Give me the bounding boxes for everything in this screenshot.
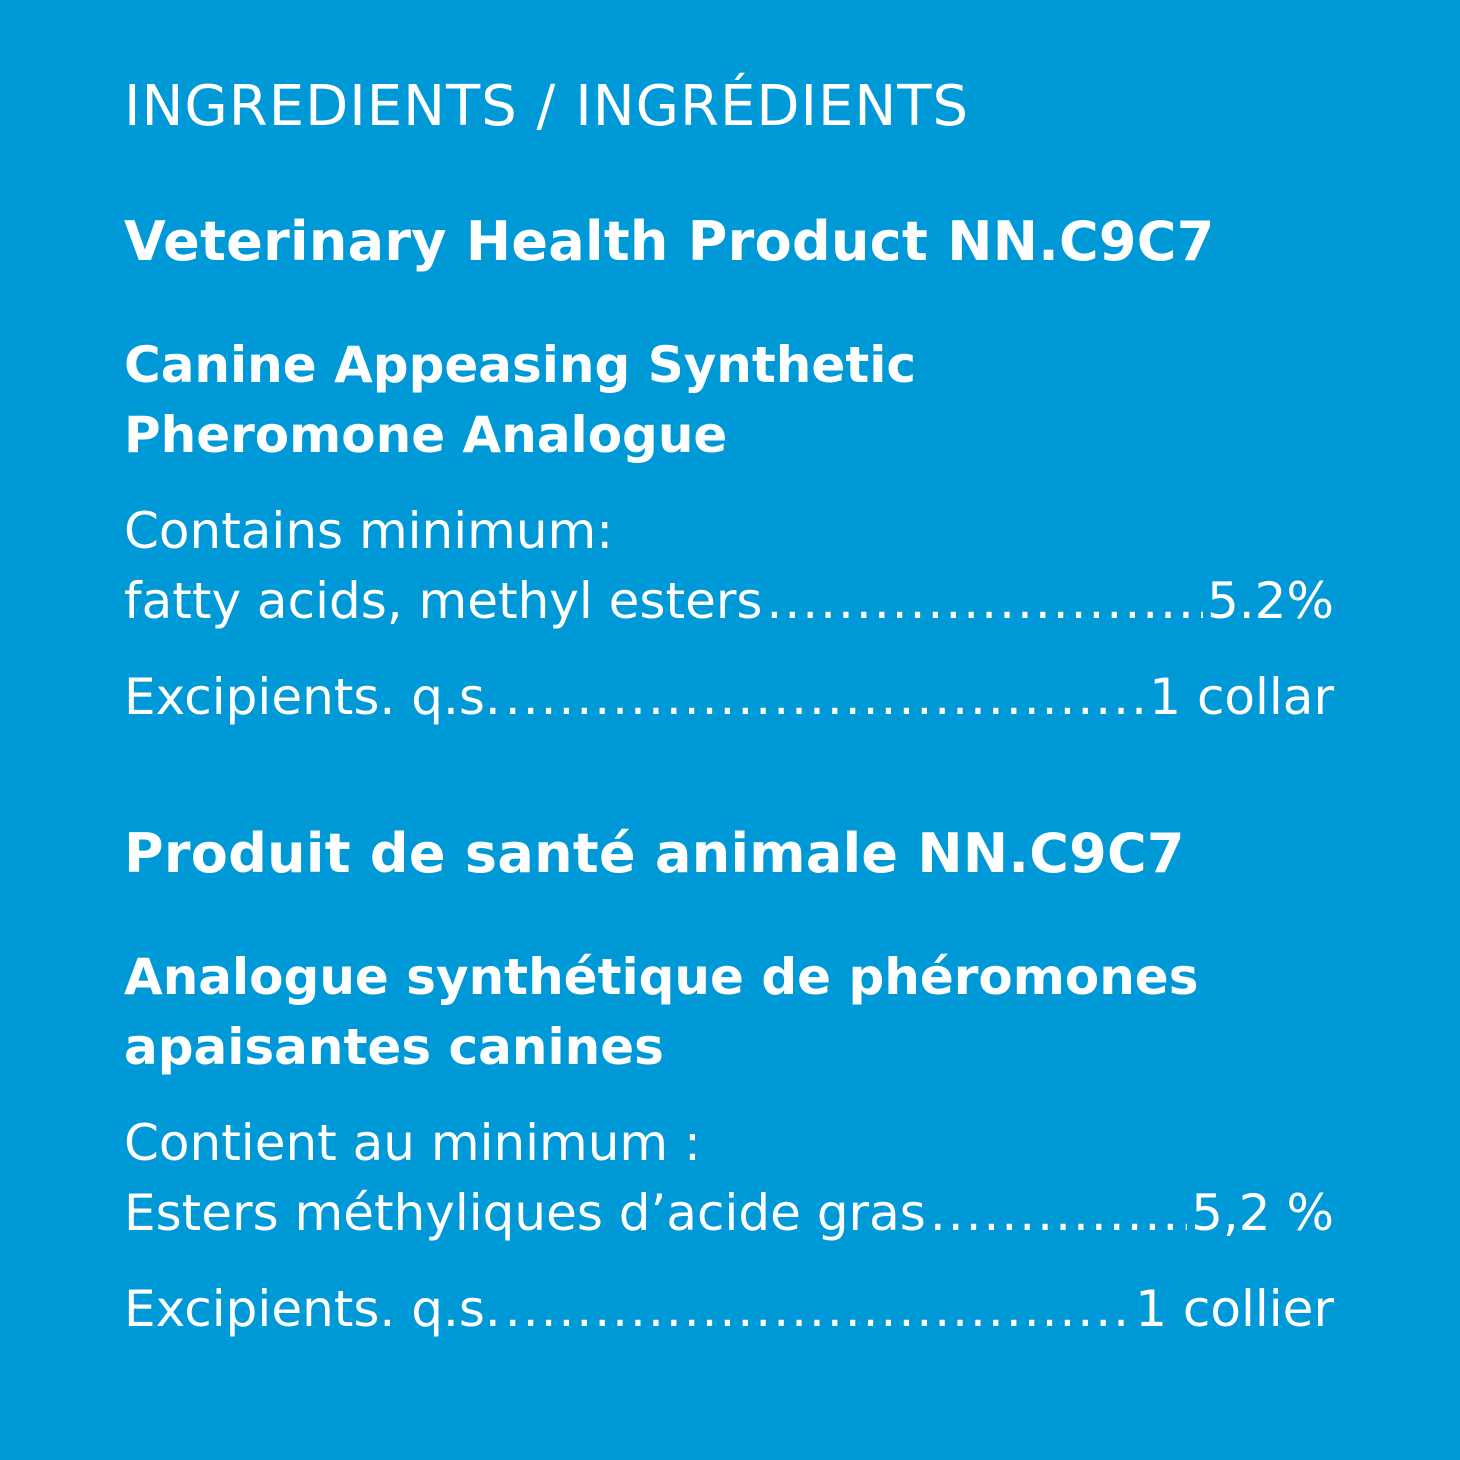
english-product-subtitle: Canine Appeasing Synthetic Pheromone Ana… xyxy=(124,330,916,470)
french-product-title: Produit de santé animale NN.C9C7 xyxy=(124,822,1185,885)
english-excipients-row: Excipients. q.s. 1 collar xyxy=(124,662,1334,732)
english-subtitle-line-2: Pheromone Analogue xyxy=(124,406,728,464)
french-subtitle-line-1: Analogue synthétique de phéromones xyxy=(124,948,1199,1006)
dot-leader xyxy=(505,662,1145,732)
dot-leader xyxy=(930,1178,1187,1248)
french-ingredient-label: Esters méthyliques d’acide gras xyxy=(124,1184,926,1242)
dot-leader xyxy=(766,566,1203,636)
french-contains-label: Contient au minimum : xyxy=(124,1114,701,1172)
french-product-subtitle: Analogue synthétique de phéromones apais… xyxy=(124,942,1198,1082)
french-excipients-label: Excipients. q.s. xyxy=(124,1280,501,1338)
english-ingredient-row: fatty acids, methyl esters 5.2% xyxy=(124,566,1334,636)
french-subtitle-line-2: apaisantes canines xyxy=(124,1018,664,1076)
french-excipients-row: Excipients. q.s. 1 collier xyxy=(124,1274,1334,1344)
english-ingredient-label: fatty acids, methyl esters xyxy=(124,572,763,630)
ingredients-heading: INGREDIENTS / INGRÉDIENTS xyxy=(124,74,969,139)
dot-leader xyxy=(505,1274,1131,1344)
french-ingredient-value: 5,2 % xyxy=(1191,1184,1334,1242)
french-excipients-value: 1 collier xyxy=(1135,1280,1334,1338)
french-ingredient-row: Esters méthyliques d’acide gras 5,2 % xyxy=(124,1178,1334,1248)
english-ingredient-value: 5.2% xyxy=(1206,572,1334,630)
english-product-title: Veterinary Health Product NN.C9C7 xyxy=(124,210,1215,273)
english-contains-label: Contains minimum: xyxy=(124,502,614,560)
english-excipients-value: 1 collar xyxy=(1149,668,1334,726)
english-excipients-label: Excipients. q.s. xyxy=(124,668,501,726)
english-subtitle-line-1: Canine Appeasing Synthetic xyxy=(124,336,916,394)
